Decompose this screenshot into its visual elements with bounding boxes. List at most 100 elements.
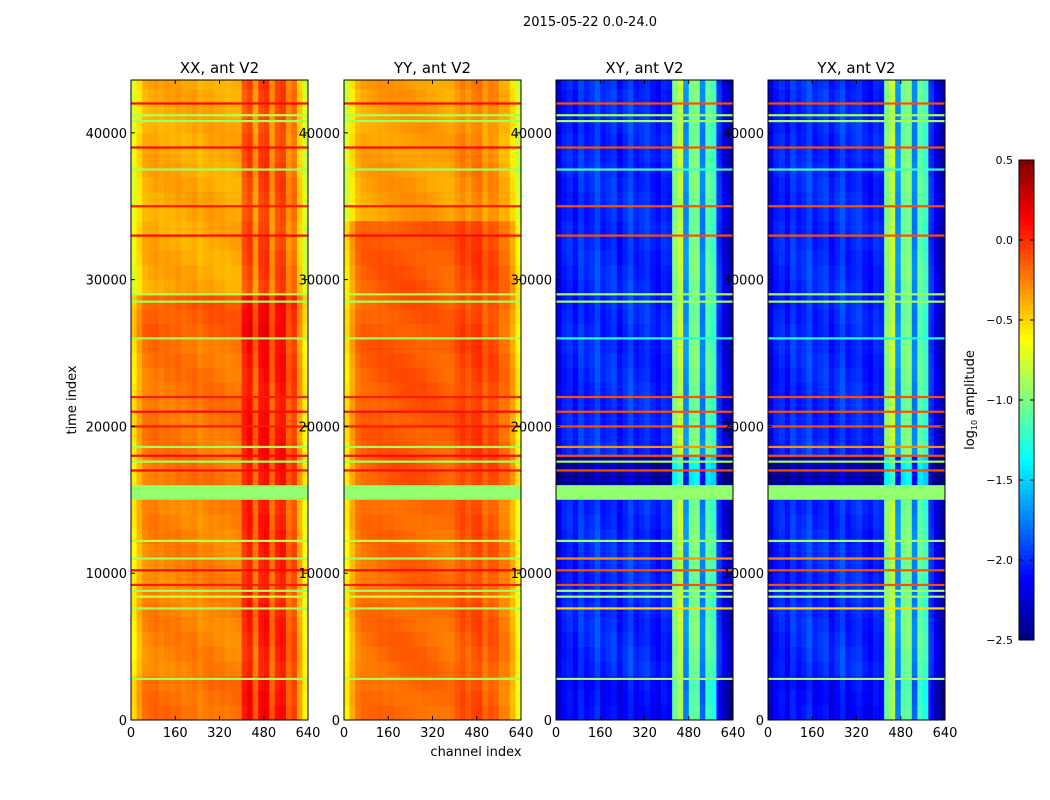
heatmap-cell bbox=[790, 250, 796, 266]
heatmap-cell bbox=[683, 661, 690, 677]
heatmap-cell bbox=[482, 206, 489, 222]
heatmap-cell bbox=[779, 587, 785, 603]
heatmap-cell bbox=[280, 543, 287, 559]
heatmap-cell bbox=[410, 558, 417, 574]
heatmap-cell bbox=[705, 353, 712, 369]
heatmap-cell bbox=[158, 132, 165, 148]
heatmap-cell bbox=[142, 397, 148, 413]
heatmap-cell bbox=[438, 558, 444, 574]
heatmap-cell bbox=[382, 103, 389, 119]
heatmap-cell bbox=[616, 499, 623, 515]
heatmap-cell bbox=[302, 132, 309, 148]
heatmap-cell bbox=[677, 543, 684, 559]
heatmap-cell bbox=[716, 250, 723, 266]
heatmap-cell bbox=[360, 338, 367, 354]
heatmap-cell bbox=[131, 118, 137, 134]
heatmap-cell bbox=[349, 558, 356, 574]
heatmap-cell bbox=[611, 587, 618, 603]
heatmap-cell bbox=[393, 132, 400, 148]
heatmap-cell bbox=[302, 411, 309, 427]
heatmap-cell bbox=[252, 250, 259, 266]
heatmap-cell bbox=[142, 705, 148, 721]
heatmap-cell bbox=[302, 426, 309, 442]
heatmap-cell bbox=[605, 705, 612, 721]
heatmap-cell bbox=[828, 675, 835, 691]
heatmap-cell bbox=[371, 587, 378, 603]
heatmap-cell bbox=[594, 441, 601, 457]
heatmap-cell bbox=[349, 631, 356, 647]
y-tick-label: 20000 bbox=[86, 420, 127, 435]
heatmap-cell bbox=[285, 88, 292, 104]
heatmap-cell bbox=[616, 367, 623, 383]
heatmap-cell bbox=[694, 631, 701, 647]
heatmap-cell bbox=[616, 118, 623, 134]
heatmap-cell bbox=[426, 455, 433, 471]
heatmap-cell bbox=[828, 455, 835, 471]
heatmap-cell bbox=[583, 661, 590, 677]
heatmap-cell bbox=[426, 235, 433, 251]
heatmap-cell bbox=[589, 250, 596, 266]
heatmap-cell bbox=[454, 499, 461, 515]
heatmap-cell bbox=[806, 88, 813, 104]
heatmap-cell bbox=[611, 455, 618, 471]
heatmap-cell bbox=[197, 661, 204, 677]
heatmap-cell bbox=[561, 661, 568, 677]
heatmap-cell bbox=[487, 411, 494, 427]
heatmap-cell bbox=[360, 250, 367, 266]
heatmap-cell bbox=[806, 103, 813, 119]
heatmap-cell bbox=[404, 558, 411, 574]
heatmap-cell bbox=[567, 176, 573, 192]
heatmap-cell bbox=[482, 367, 489, 383]
heatmap-cell bbox=[230, 705, 237, 721]
heatmap-cell bbox=[666, 308, 673, 324]
heatmap-cell bbox=[688, 80, 695, 90]
heatmap-cell bbox=[622, 338, 629, 354]
heatmap-cell bbox=[795, 206, 802, 222]
heatmap-cell bbox=[142, 661, 148, 677]
heatmap-cell bbox=[236, 103, 242, 119]
heatmap-cell bbox=[180, 690, 187, 706]
heatmap-cell bbox=[147, 631, 154, 647]
heatmap-cell bbox=[302, 675, 309, 691]
heatmap-cell bbox=[556, 441, 562, 457]
heatmap-cell bbox=[476, 264, 483, 280]
heatmap-cell bbox=[147, 118, 154, 134]
heatmap-cell bbox=[694, 235, 701, 251]
heatmap-cell bbox=[344, 661, 350, 677]
heatmap-cell bbox=[790, 499, 796, 515]
heatmap-cell bbox=[498, 587, 505, 603]
heatmap-cell bbox=[476, 529, 483, 545]
heatmap-cell bbox=[812, 499, 819, 515]
heatmap-cell bbox=[812, 426, 819, 442]
heatmap-cell bbox=[377, 250, 384, 266]
heatmap-cell bbox=[219, 103, 226, 119]
heatmap-cell bbox=[644, 264, 651, 280]
heatmap-cell bbox=[583, 587, 590, 603]
heatmap-cell bbox=[677, 441, 684, 457]
heatmap-cell bbox=[773, 573, 780, 589]
heatmap-cell bbox=[487, 176, 494, 192]
heatmap-stripe bbox=[556, 607, 733, 610]
heatmap-cell bbox=[274, 426, 281, 442]
heatmap-cell bbox=[504, 441, 511, 457]
heatmap-cell bbox=[801, 220, 808, 236]
heatmap-cell bbox=[471, 646, 478, 662]
heatmap-cell bbox=[426, 499, 433, 515]
heatmap-cell bbox=[269, 543, 276, 559]
heatmap-cell bbox=[131, 514, 137, 530]
heatmap-cell bbox=[404, 279, 411, 295]
heatmap-cell bbox=[225, 382, 231, 398]
heatmap-cell bbox=[230, 103, 237, 119]
heatmap-cell bbox=[801, 529, 808, 545]
heatmap-cell bbox=[142, 631, 148, 647]
heatmap-cell bbox=[487, 631, 494, 647]
heatmap-cell bbox=[716, 455, 723, 471]
heatmap-cell bbox=[683, 235, 690, 251]
heatmap-cell bbox=[688, 690, 695, 706]
heatmap-cell bbox=[219, 543, 226, 559]
heatmap-cell bbox=[710, 220, 717, 236]
heatmap-cell bbox=[504, 543, 511, 559]
heatmap-cell bbox=[677, 455, 684, 471]
heatmap-cell bbox=[650, 132, 656, 148]
heatmap-cell bbox=[705, 88, 712, 104]
